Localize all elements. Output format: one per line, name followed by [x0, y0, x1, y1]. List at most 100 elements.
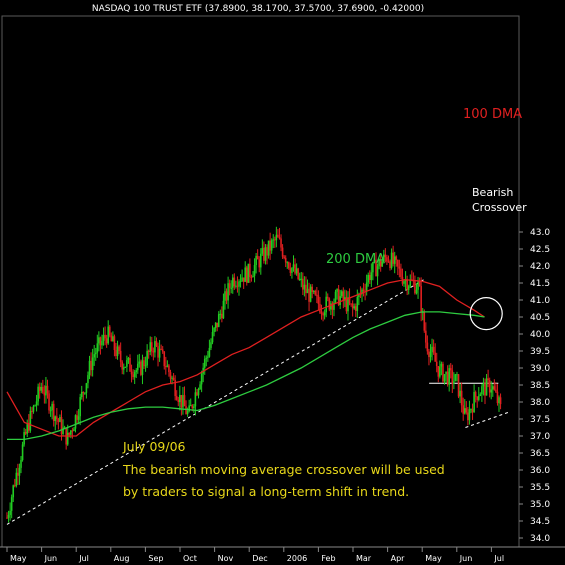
- price-bar-body: [459, 390, 461, 397]
- price-bar-body: [180, 394, 183, 408]
- price-bar-body: [420, 286, 422, 313]
- price-bar-body: [320, 312, 323, 314]
- price-bar-body: [350, 303, 352, 305]
- price-bar-body: [189, 405, 192, 407]
- x-axis-ticks: May Jun Jul Aug Sep Oct Nov Dec 2006 Feb Mar Apr May…: [6, 547, 504, 563]
- price-bar-body: [423, 311, 426, 331]
- price-bar-body: [174, 379, 176, 397]
- price-bar-body: [303, 284, 306, 290]
- price-bar-body: [465, 408, 468, 413]
- price-bar-body: [496, 391, 499, 404]
- price-bar-body: [96, 343, 99, 353]
- price-bar-body: [272, 239, 275, 241]
- price-bar-body: [129, 358, 131, 372]
- price-bar-body: [463, 408, 466, 414]
- price-bar-body: [333, 302, 335, 310]
- price-bar-body: [185, 406, 187, 415]
- price-bar-body: [342, 291, 345, 301]
- price-bar-body: [136, 363, 139, 371]
- price-bar-body: [68, 432, 71, 435]
- price-bar-body: [368, 274, 371, 281]
- price-bar-body: [474, 391, 477, 397]
- x-tick-label: Apr: [391, 554, 406, 563]
- price-bar-body: [269, 240, 271, 251]
- price-bar-body: [446, 371, 449, 385]
- y-tick-label: 42.0: [530, 262, 550, 272]
- price-bar-body: [214, 322, 217, 328]
- price-bar-body: [488, 379, 491, 393]
- price-bar-body: [193, 406, 195, 409]
- price-bar-body: [454, 374, 457, 382]
- price-bar-body: [434, 352, 436, 362]
- price-bar-body: [345, 297, 348, 312]
- price-bar-body: [373, 259, 376, 263]
- note-line-2: The bearish moving average crossover wil…: [122, 462, 445, 477]
- price-bar-body: [152, 351, 155, 353]
- price-bar-body: [85, 383, 88, 393]
- price-bar-body: [274, 239, 276, 241]
- y-tick-label: 37.0: [530, 432, 550, 442]
- price-bar-body: [339, 296, 341, 305]
- y-tick-label: 36.0: [530, 466, 550, 476]
- price-bar-body: [20, 460, 22, 468]
- price-bar-body: [79, 397, 81, 417]
- price-bar-body: [121, 361, 124, 370]
- price-bar-body: [485, 378, 488, 396]
- price-bar-body: [9, 510, 11, 516]
- price-bar-body: [23, 432, 25, 445]
- price-bar-body: [182, 395, 184, 408]
- price-bar-body: [344, 297, 346, 301]
- price-bar-body: [77, 416, 80, 420]
- price-bar-body: [161, 349, 164, 352]
- price-bar-body: [91, 357, 94, 371]
- price-bar-body: [82, 391, 85, 394]
- price-bar-body: [453, 381, 455, 384]
- price-bar-body: [302, 278, 304, 290]
- x-tick-label: May: [10, 554, 27, 563]
- price-bar-body: [146, 350, 148, 366]
- price-bar-body: [471, 409, 474, 413]
- price-bar-body: [12, 485, 15, 498]
- price-bar-body: [7, 515, 10, 518]
- price-bar-body: [457, 374, 460, 397]
- price-bar-body: [163, 351, 166, 367]
- price-bar-body: [435, 361, 438, 367]
- price-bar-body: [462, 405, 465, 414]
- price-bar-body: [105, 338, 108, 344]
- price-bar-body: [116, 346, 119, 356]
- price-bar-body: [168, 365, 170, 373]
- price-bar-body: [316, 294, 318, 296]
- price-bar-body: [382, 254, 385, 262]
- price-bar-body: [98, 337, 100, 344]
- price-bar-body: [238, 281, 240, 287]
- price-bar-body: [367, 274, 370, 283]
- price-bar-body: [305, 284, 307, 294]
- y-tick-label: 34.5: [530, 517, 550, 527]
- price-bar-body: [57, 419, 60, 422]
- price-bar-body: [60, 417, 63, 434]
- price-bar-body: [94, 352, 97, 355]
- price-bar-body: [38, 386, 41, 391]
- y-tick-label: 37.5: [530, 415, 550, 425]
- price-bar-body: [119, 350, 122, 362]
- x-tick-label: Feb: [321, 554, 335, 563]
- price-bar-body: [51, 403, 53, 411]
- price-bar-body: [10, 497, 13, 511]
- price-bars: [6, 226, 502, 523]
- price-bar-body: [24, 432, 27, 434]
- price-bar-body: [289, 268, 292, 273]
- price-bar-body: [108, 326, 111, 336]
- price-bar-body: [487, 378, 489, 380]
- price-bar-body: [239, 281, 242, 283]
- price-bar-body: [140, 361, 142, 375]
- price-bar-body: [6, 517, 8, 519]
- price-bar-body: [448, 368, 450, 385]
- y-tick-label: 40.5: [530, 313, 550, 323]
- price-bar-body: [56, 416, 58, 420]
- chart-title: NASDAQ 100 TRUST ETF (37.8900, 38.1700, …: [92, 4, 424, 14]
- price-bar-body: [84, 392, 86, 394]
- price-bar-body: [361, 289, 363, 295]
- price-bar-body: [323, 312, 326, 316]
- price-bar-body: [200, 373, 203, 385]
- price-bar-body: [267, 240, 270, 256]
